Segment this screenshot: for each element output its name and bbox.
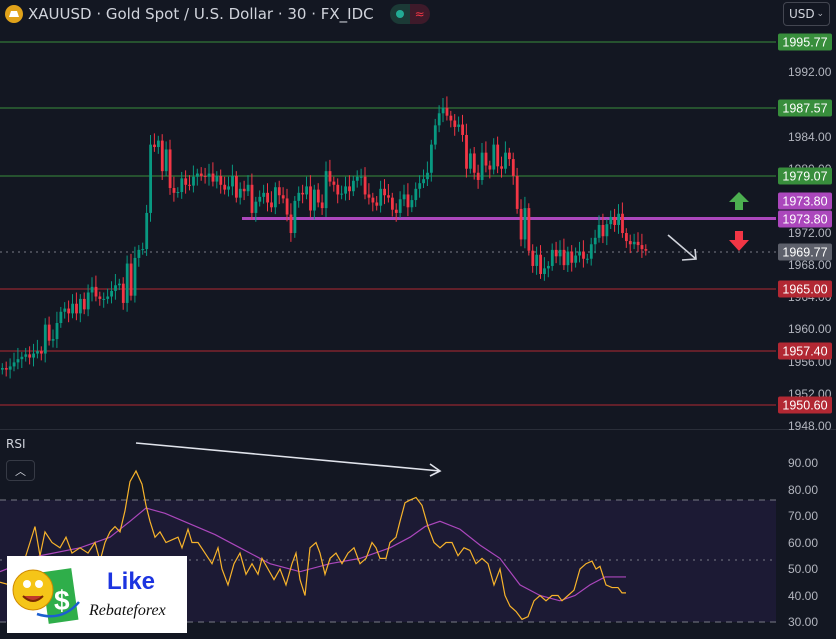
rsi-tick: 60.00 <box>788 535 819 550</box>
symbol-header[interactable]: XAUUSD · Gold Spot / U.S. Dollar · 30 · … <box>5 3 430 25</box>
level-label: 1979.07 <box>778 167 832 185</box>
rsi-tick: 50.00 <box>788 562 819 576</box>
price-tick: 1972.00 <box>788 226 832 241</box>
rsi-tick: 40.00 <box>788 588 819 603</box>
level-label: 1957.40 <box>778 342 832 360</box>
rsi-tick: 80.00 <box>788 482 819 497</box>
watermark-logo: $ Like Rebateforex <box>7 556 187 633</box>
rsi-tick: 30.00 <box>788 615 819 629</box>
svg-text:$: $ <box>54 585 70 616</box>
pivot-label-bottom: 1973.80 <box>778 210 832 228</box>
up-arrow-icon <box>729 192 749 210</box>
pivot-label-top: 1973.80 <box>778 192 832 210</box>
level-label: 1965.00 <box>778 280 832 298</box>
chevron-up-icon: ︿ <box>15 464 26 478</box>
rsi-title[interactable]: RSI <box>6 437 26 451</box>
price-tick: 1992.00 <box>788 65 832 80</box>
rsi-tick: 70.00 <box>788 509 819 523</box>
price-tick: 1968.00 <box>788 258 832 273</box>
down-arrow-icon <box>729 231 749 251</box>
trend-arrow-icon <box>667 234 697 261</box>
chevron-down-icon: ⌄ <box>816 9 824 19</box>
price-tick: 1984.00 <box>788 129 832 144</box>
price-tick: 1948.00 <box>788 418 832 433</box>
rsi-line <box>0 469 626 621</box>
level-label: 1995.77 <box>778 33 832 51</box>
rsi-ma-line <box>0 507 626 602</box>
currency-select[interactable]: USD ⌄ <box>783 2 830 26</box>
current-price-label: 1969.77 <box>778 243 832 261</box>
currency-value: USD <box>789 7 815 21</box>
level-label: 1950.60 <box>778 396 832 414</box>
market-status[interactable]: ≈ <box>389 4 430 24</box>
watermark-brand: Rebateforex <box>89 602 166 619</box>
collapse-pane-button[interactable]: ︿ <box>6 460 35 481</box>
price-tick: 1960.00 <box>788 322 832 337</box>
rsi-tick: 90.00 <box>788 456 819 470</box>
level-label: 1987.57 <box>778 99 832 117</box>
candlestick-series <box>1 96 648 379</box>
thumbs-up-money-icon: $ <box>12 568 80 624</box>
divergence-arrow <box>135 442 442 477</box>
symbol-title: XAUUSD · Gold Spot / U.S. Dollar · 30 · … <box>28 5 374 23</box>
market-open-dot-icon <box>389 4 410 24</box>
level-lines <box>0 41 776 406</box>
gold-bars-icon <box>5 5 23 23</box>
watermark-like: Like <box>107 568 156 595</box>
delayed-data-icon: ≈ <box>409 4 430 24</box>
